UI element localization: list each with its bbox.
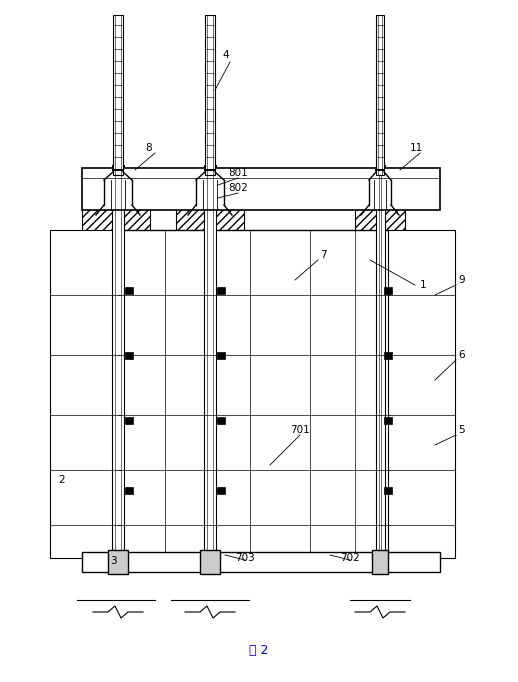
Bar bbox=[125, 487, 133, 494]
Bar bbox=[113, 15, 123, 175]
Text: 9: 9 bbox=[458, 275, 465, 285]
Bar bbox=[205, 15, 215, 175]
Text: 1: 1 bbox=[420, 280, 427, 290]
Bar bbox=[384, 287, 392, 294]
Text: 图 2: 图 2 bbox=[249, 644, 269, 657]
Bar bbox=[217, 417, 225, 424]
Bar bbox=[217, 287, 225, 294]
Bar bbox=[125, 352, 133, 359]
Text: 7: 7 bbox=[320, 250, 327, 260]
Text: 4: 4 bbox=[222, 50, 228, 60]
Text: 701: 701 bbox=[290, 425, 310, 435]
Bar bbox=[82, 168, 440, 210]
Bar bbox=[200, 550, 220, 574]
Text: 2: 2 bbox=[58, 475, 65, 485]
Bar bbox=[112, 165, 124, 558]
Bar bbox=[118, 230, 390, 558]
Bar bbox=[176, 195, 244, 558]
Bar bbox=[217, 487, 225, 494]
Text: 6: 6 bbox=[458, 350, 465, 360]
Bar bbox=[376, 15, 384, 175]
Bar bbox=[376, 165, 385, 558]
Bar bbox=[125, 287, 133, 294]
Bar bbox=[372, 550, 388, 574]
Bar bbox=[388, 230, 455, 558]
Bar bbox=[82, 195, 150, 558]
Bar bbox=[384, 352, 392, 359]
Text: 5: 5 bbox=[458, 425, 465, 435]
Text: 3: 3 bbox=[110, 556, 117, 566]
Bar bbox=[204, 165, 216, 558]
Bar bbox=[217, 352, 225, 359]
Text: 802: 802 bbox=[228, 183, 248, 193]
Bar bbox=[384, 417, 392, 424]
Bar bbox=[125, 417, 133, 424]
Text: 703: 703 bbox=[235, 553, 255, 563]
Bar bbox=[108, 550, 128, 574]
Text: 11: 11 bbox=[410, 143, 423, 153]
Bar bbox=[50, 230, 120, 558]
Bar bbox=[384, 487, 392, 494]
Text: 8: 8 bbox=[145, 143, 152, 153]
Text: 801: 801 bbox=[228, 168, 248, 178]
Bar bbox=[82, 552, 440, 572]
Text: 702: 702 bbox=[340, 553, 359, 563]
Bar bbox=[355, 195, 405, 558]
